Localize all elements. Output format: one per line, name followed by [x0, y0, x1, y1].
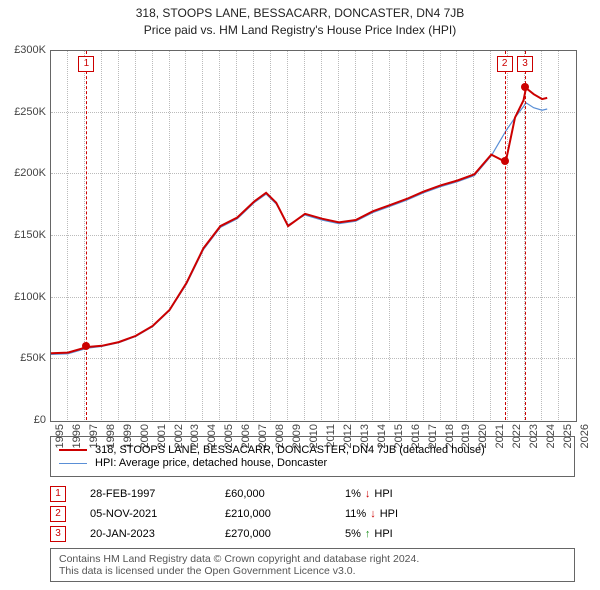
event-delta-pct: 1% — [345, 488, 361, 500]
footer-line2: This data is licensed under the Open Gov… — [59, 565, 566, 577]
chart-title-line2: Price paid vs. HM Land Registry's House … — [0, 23, 600, 37]
event-delta: 1% ↓ HPI — [345, 488, 465, 500]
event-delta: 5% ↑ HPI — [345, 528, 465, 540]
y-axis-tick-label: £250K — [0, 106, 46, 118]
event-delta: 11% ↓ HPI — [345, 508, 465, 520]
event-delta-pct: 11% — [345, 508, 366, 520]
series-line — [51, 103, 547, 355]
y-axis-tick-label: £200K — [0, 167, 46, 179]
legend-row: HPI: Average price, detached house, Donc… — [59, 457, 566, 469]
event-price-dot — [82, 342, 90, 350]
event-price: £210,000 — [225, 508, 345, 520]
event-marker-flag: 1 — [78, 56, 94, 72]
y-axis-tick-label: £50K — [0, 352, 46, 364]
event-vertical-line — [86, 51, 87, 420]
event-price-dot — [501, 157, 509, 165]
event-vertical-line — [505, 51, 506, 420]
events-row: 3 20-JAN-2023 £270,000 5% ↑ HPI — [50, 526, 575, 542]
legend-swatch-hpi — [59, 463, 87, 464]
chart-title-block: 318, STOOPS LANE, BESSACARR, DONCASTER, … — [0, 0, 600, 37]
event-date: 05-NOV-2021 — [90, 508, 225, 520]
legend-label-hpi: HPI: Average price, detached house, Donc… — [95, 457, 327, 469]
event-price: £270,000 — [225, 528, 345, 540]
event-date: 20-JAN-2023 — [90, 528, 225, 540]
arrow-up-icon: ↑ — [365, 528, 371, 540]
y-axis-tick-label: £150K — [0, 229, 46, 241]
chart-title-line1: 318, STOOPS LANE, BESSACARR, DONCASTER, … — [0, 6, 600, 20]
chart-series-svg — [51, 51, 576, 421]
event-marker-flag: 2 — [497, 56, 513, 72]
y-axis-tick-label: £300K — [0, 44, 46, 56]
arrow-down-icon: ↓ — [370, 508, 376, 520]
event-tag: HPI — [380, 508, 398, 520]
event-tag: HPI — [374, 488, 392, 500]
event-marker-flag: 3 — [517, 56, 533, 72]
event-tag: HPI — [374, 528, 392, 540]
event-marker-2: 2 — [50, 506, 66, 522]
series-line — [51, 88, 547, 353]
arrow-down-icon: ↓ — [365, 488, 371, 500]
y-axis-tick-label: £0 — [0, 414, 46, 426]
events-row: 1 28-FEB-1997 £60,000 1% ↓ HPI — [50, 486, 575, 502]
footer-line1: Contains HM Land Registry data © Crown c… — [59, 553, 566, 565]
event-price: £60,000 — [225, 488, 345, 500]
event-marker-3: 3 — [50, 526, 66, 542]
y-axis-tick-label: £100K — [0, 291, 46, 303]
events-row: 2 05-NOV-2021 £210,000 11% ↓ HPI — [50, 506, 575, 522]
chart-legend: 318, STOOPS LANE, BESSACARR, DONCASTER, … — [50, 436, 575, 477]
event-price-dot — [521, 83, 529, 91]
legend-label-property: 318, STOOPS LANE, BESSACARR, DONCASTER, … — [95, 444, 485, 456]
event-marker-1: 1 — [50, 486, 66, 502]
legend-swatch-property — [59, 449, 87, 451]
event-vertical-line — [525, 51, 526, 420]
chart-plot-area — [50, 50, 577, 422]
attribution-footer: Contains HM Land Registry data © Crown c… — [50, 548, 575, 582]
event-delta-pct: 5% — [345, 528, 361, 540]
x-axis-tick-label: 2026 — [579, 424, 591, 448]
legend-row: 318, STOOPS LANE, BESSACARR, DONCASTER, … — [59, 444, 566, 456]
event-date: 28-FEB-1997 — [90, 488, 225, 500]
events-table: 1 28-FEB-1997 £60,000 1% ↓ HPI 2 05-NOV-… — [50, 482, 575, 546]
